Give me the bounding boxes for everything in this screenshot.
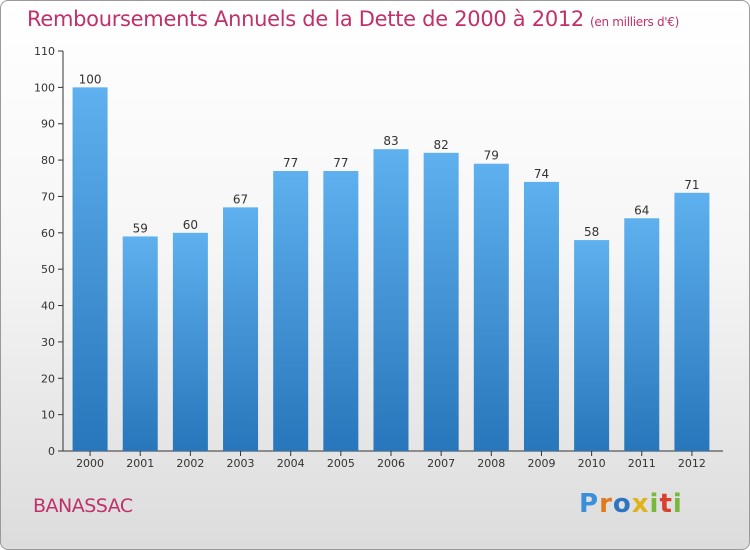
y-tick-label: 60 bbox=[41, 227, 55, 240]
y-tick-label: 20 bbox=[41, 372, 55, 385]
x-tick-label: 2001 bbox=[126, 457, 154, 470]
y-tick-label: 80 bbox=[41, 154, 55, 167]
bar bbox=[72, 87, 108, 451]
bar bbox=[624, 218, 660, 451]
bar bbox=[423, 152, 459, 451]
bar-value-label: 74 bbox=[534, 167, 549, 181]
x-tick-label: 2003 bbox=[227, 457, 255, 470]
bar-value-label: 83 bbox=[383, 134, 398, 148]
logo-letter: i bbox=[649, 489, 660, 519]
bar-value-label: 58 bbox=[584, 225, 599, 239]
x-tick-label: 2012 bbox=[678, 457, 706, 470]
y-tick-label: 30 bbox=[41, 336, 55, 349]
logo-letter: o bbox=[612, 489, 632, 519]
logo-letter: P bbox=[579, 489, 600, 519]
bar-value-label: 59 bbox=[133, 221, 148, 235]
bar-value-label: 71 bbox=[684, 178, 699, 192]
x-tick-label: 2006 bbox=[377, 457, 405, 470]
bars bbox=[72, 87, 710, 451]
y-tick-label: 50 bbox=[41, 263, 55, 276]
logo-letter: x bbox=[631, 489, 650, 519]
bar-value-label: 77 bbox=[333, 156, 348, 170]
bar bbox=[172, 232, 208, 451]
bar bbox=[122, 236, 158, 451]
logo-letter: i bbox=[672, 489, 683, 519]
bar bbox=[523, 181, 559, 451]
y-tick-label: 70 bbox=[41, 190, 55, 203]
bar bbox=[223, 207, 259, 451]
bar-value-label: 67 bbox=[233, 192, 248, 206]
x-tick-label: 2007 bbox=[427, 457, 455, 470]
y-tick-label: 10 bbox=[41, 409, 55, 422]
x-tick-label: 2011 bbox=[628, 457, 656, 470]
y-tick-label: 100 bbox=[34, 81, 55, 94]
y-tick-label: 40 bbox=[41, 300, 55, 313]
x-tick-label: 2002 bbox=[176, 457, 204, 470]
bar bbox=[574, 240, 610, 451]
x-tick-label: 2010 bbox=[578, 457, 606, 470]
chart-title: Remboursements Annuels de la Dette de 20… bbox=[27, 7, 679, 31]
bar-value-label: 79 bbox=[484, 149, 499, 163]
y-tick-label: 110 bbox=[34, 45, 55, 58]
x-tick-label: 2005 bbox=[327, 457, 355, 470]
y-tick-label: 90 bbox=[41, 118, 55, 131]
proxiti-logo: Proxiti bbox=[579, 489, 683, 519]
chart-title-text: Remboursements Annuels de la Dette de 20… bbox=[27, 7, 584, 31]
labels: 0 10 20 30 40 50 60 70 80 90 100 110 100 2000 59 2001 60… bbox=[34, 45, 706, 470]
bar bbox=[273, 171, 309, 451]
bar-value-label: 82 bbox=[434, 138, 449, 152]
bar bbox=[323, 171, 359, 451]
logo-letter: t bbox=[659, 489, 673, 519]
chart-unit: (en milliers d'€) bbox=[590, 15, 680, 29]
x-tick-label: 2000 bbox=[76, 457, 104, 470]
y-tick-label: 0 bbox=[48, 445, 55, 458]
bar bbox=[373, 149, 409, 451]
x-tick-label: 2009 bbox=[527, 457, 555, 470]
bar-value-label: 77 bbox=[283, 156, 298, 170]
bar-value-label: 100 bbox=[79, 72, 102, 86]
x-tick-label: 2008 bbox=[477, 457, 505, 470]
place-name: BANASSAC bbox=[33, 495, 133, 517]
logo-letter: r bbox=[599, 489, 613, 519]
x-tick-label: 2004 bbox=[277, 457, 305, 470]
bar-value-label: 64 bbox=[634, 203, 649, 217]
bar bbox=[473, 163, 509, 451]
bar bbox=[674, 192, 710, 451]
bar-value-label: 60 bbox=[183, 218, 198, 232]
